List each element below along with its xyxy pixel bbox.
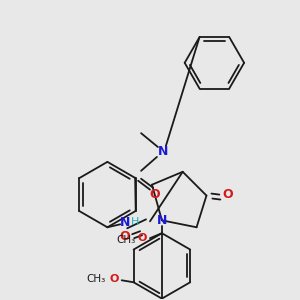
Text: O: O bbox=[119, 230, 130, 243]
Text: O: O bbox=[137, 233, 147, 243]
Text: O: O bbox=[109, 274, 119, 284]
Text: O: O bbox=[222, 188, 232, 201]
Text: N: N bbox=[120, 216, 130, 229]
Text: CH₃: CH₃ bbox=[86, 274, 106, 284]
Text: H: H bbox=[131, 217, 139, 227]
Text: N: N bbox=[158, 146, 168, 158]
Text: O: O bbox=[150, 188, 160, 201]
Text: CH₃: CH₃ bbox=[117, 235, 136, 245]
Text: N: N bbox=[157, 214, 167, 227]
